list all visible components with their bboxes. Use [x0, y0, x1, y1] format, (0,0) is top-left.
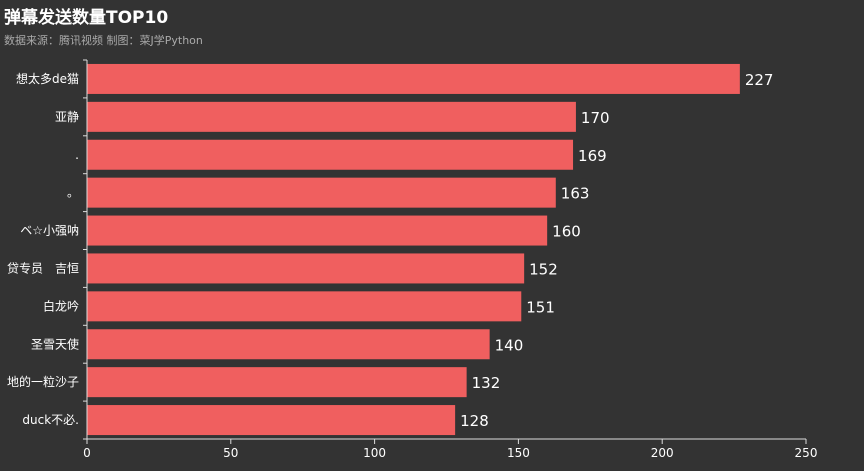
value-label: 227	[745, 71, 774, 89]
value-label: 132	[472, 374, 501, 392]
category-label: 亚静	[55, 110, 79, 124]
value-label: 152	[529, 260, 558, 278]
bar	[87, 177, 556, 208]
category-label: 地的一粒沙子	[7, 374, 79, 389]
bar	[87, 63, 740, 94]
category-label: 。	[67, 186, 79, 200]
chart-subtitle: 数据来源：腾讯视频 制图：菜J学Python	[4, 34, 203, 47]
x-tick-label: 50	[223, 446, 238, 460]
category-label: 圣雪天使	[31, 336, 79, 351]
bar	[87, 329, 490, 360]
bar	[87, 253, 525, 284]
bar	[87, 367, 467, 398]
chart-title: 弹幕发送数量TOP10	[4, 8, 169, 28]
value-label: 163	[561, 185, 590, 203]
category-label: 贷专员 吉恒	[7, 260, 79, 275]
value-label: 151	[526, 298, 555, 316]
bar	[87, 215, 548, 246]
bar	[87, 291, 522, 322]
category-label: ベ☆小强呐	[20, 224, 79, 238]
category-label: .	[75, 148, 79, 162]
bar	[87, 405, 456, 436]
x-tick-label: 0	[83, 446, 91, 460]
value-label: 169	[578, 147, 607, 165]
value-label: 170	[581, 109, 610, 127]
x-tick-label: 200	[651, 446, 674, 460]
bar	[87, 101, 576, 132]
value-label: 160	[552, 223, 581, 241]
category-label: duck不必.	[22, 413, 79, 427]
value-label: 140	[495, 336, 524, 354]
bar	[87, 139, 574, 170]
x-tick-label: 150	[507, 446, 530, 460]
category-label: 白龙吟	[43, 298, 79, 313]
x-tick-label: 100	[363, 446, 386, 460]
value-label: 128	[460, 412, 489, 430]
category-label: 想太多de猫	[16, 71, 79, 86]
x-tick-label: 250	[795, 446, 818, 460]
